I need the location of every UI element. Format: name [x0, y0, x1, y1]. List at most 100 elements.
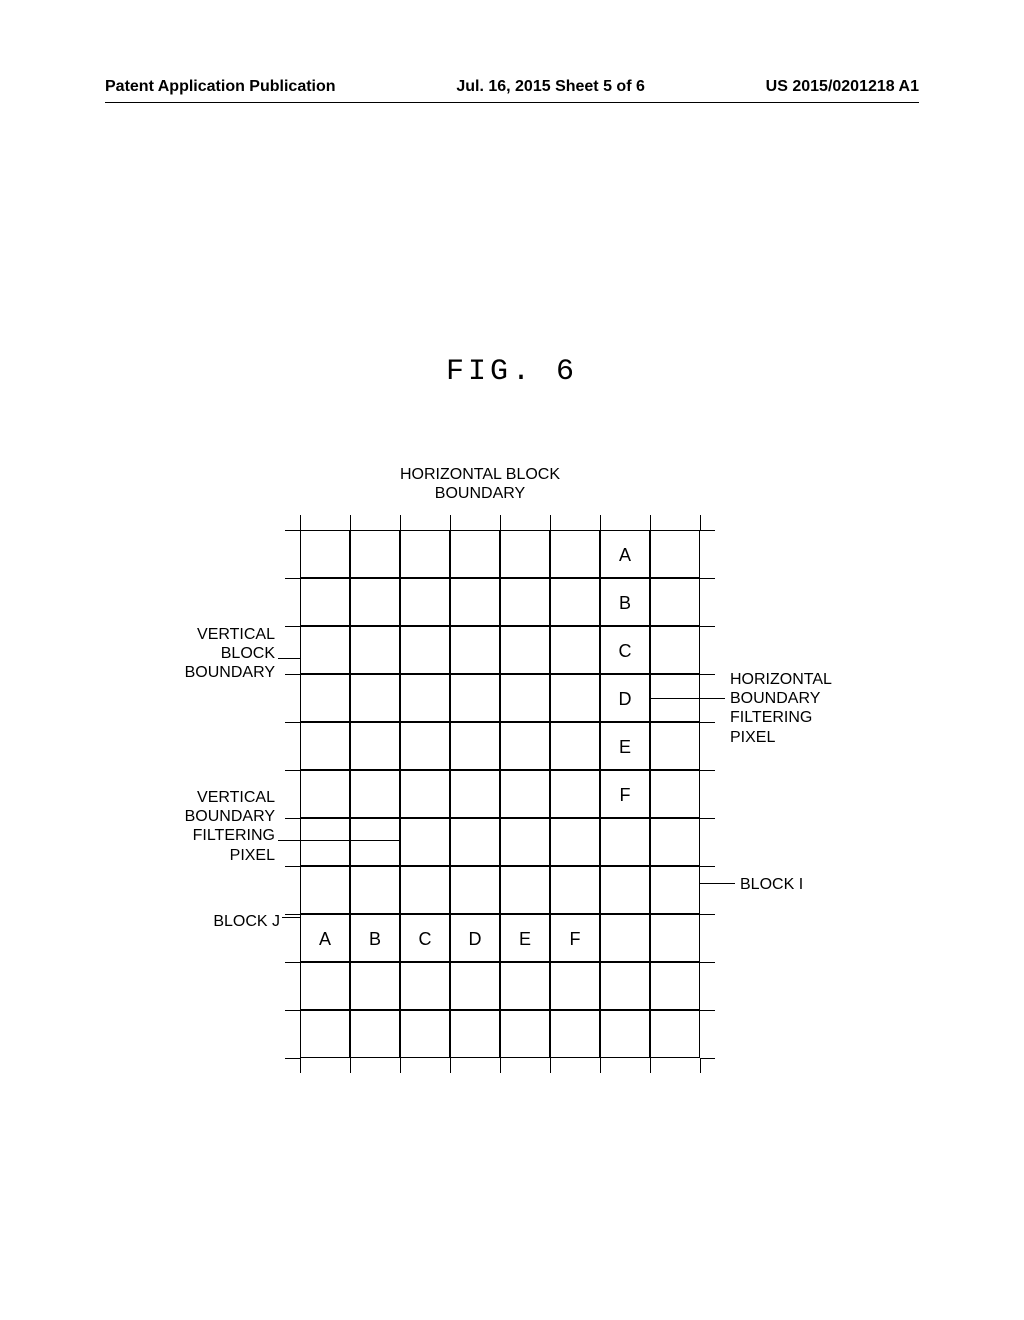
grid-cell: [650, 866, 700, 914]
grid-cell: [550, 722, 600, 770]
grid-cell: [550, 578, 600, 626]
grid-cell: [450, 1010, 500, 1058]
label-vertical-boundary-filtering-pixel: VERTICAL BOUNDARY FILTERING PIXEL: [125, 788, 275, 865]
grid-cell: [300, 626, 350, 674]
grid-cell: [300, 530, 350, 578]
grid-cell: [550, 962, 600, 1010]
grid-tick-top: [350, 515, 351, 530]
grid-cell: [400, 1010, 450, 1058]
grid-cell: [650, 530, 700, 578]
grid-tick-left: [285, 962, 300, 963]
grid-cell: B: [600, 578, 650, 626]
grid-tick-bottom: [600, 1058, 601, 1073]
grid-cell: [500, 962, 550, 1010]
figure-diagram: HORIZONTAL BLOCK BOUNDARY ABCDEFABCDEF V…: [140, 480, 900, 1040]
grid-cell: [450, 962, 500, 1010]
grid-cell: [500, 530, 550, 578]
grid-cell: [500, 1010, 550, 1058]
grid-cell: [650, 578, 700, 626]
grid-cell: [650, 914, 700, 962]
grid-cell: [500, 818, 550, 866]
grid-cell: [650, 626, 700, 674]
grid-cell: [600, 1010, 650, 1058]
grid-cell: [450, 818, 500, 866]
grid-tick-left: [285, 818, 300, 819]
grid-cell: [550, 770, 600, 818]
grid-cell: [450, 770, 500, 818]
grid-cell: [550, 818, 600, 866]
grid-cell: [650, 770, 700, 818]
grid-cell: [550, 674, 600, 722]
grid-cell: [400, 626, 450, 674]
grid-cell: [650, 962, 700, 1010]
grid-tick-right: [700, 770, 715, 771]
grid-cell: [400, 674, 450, 722]
grid-tick-right: [700, 578, 715, 579]
grid-tick-top: [450, 515, 451, 530]
grid-cell: [350, 578, 400, 626]
grid-cell: [350, 1010, 400, 1058]
grid-cell: [300, 818, 350, 866]
leader-block-j: [282, 917, 300, 918]
grid-cell: [600, 914, 650, 962]
grid-cell: E: [600, 722, 650, 770]
grid-cell: [400, 962, 450, 1010]
header-center: Jul. 16, 2015 Sheet 5 of 6: [456, 78, 645, 96]
grid-cell: D: [600, 674, 650, 722]
grid-tick-left: [285, 1058, 300, 1059]
page-header: Patent Application Publication Jul. 16, …: [0, 78, 1024, 96]
grid-cell: [350, 674, 400, 722]
leader-vfilter: [278, 840, 400, 841]
grid-tick-bottom: [300, 1058, 301, 1073]
grid-cell: [450, 578, 500, 626]
label-block-i: BLOCK I: [740, 875, 860, 894]
grid-cell: B: [350, 914, 400, 962]
grid-cell: [300, 866, 350, 914]
grid-tick-left: [285, 578, 300, 579]
leader-vblock: [278, 658, 300, 659]
label-block-j: BLOCK J: [170, 912, 280, 931]
grid-cell: [650, 818, 700, 866]
grid-tick-left: [285, 1010, 300, 1011]
grid-cell: [400, 818, 450, 866]
label-horizontal-boundary-filtering-pixel: HORIZONTAL BOUNDARY FILTERING PIXEL: [730, 670, 890, 747]
grid-cell: [350, 530, 400, 578]
grid-cell: [450, 626, 500, 674]
grid-tick-top: [600, 515, 601, 530]
header-rule: [105, 102, 919, 103]
grid-tick-right: [700, 674, 715, 675]
grid-tick-right: [700, 1058, 715, 1059]
grid-cell: [600, 866, 650, 914]
grid-cell: [400, 722, 450, 770]
grid-cell: F: [550, 914, 600, 962]
grid-cell: [550, 1010, 600, 1058]
grid-cell: [350, 866, 400, 914]
grid-cell: [350, 818, 400, 866]
grid-cell: [300, 674, 350, 722]
grid-cell: [450, 674, 500, 722]
grid-cell: [400, 866, 450, 914]
grid-tick-top: [550, 515, 551, 530]
grid-cell: [300, 578, 350, 626]
grid-tick-bottom: [550, 1058, 551, 1073]
grid-tick-left: [285, 674, 300, 675]
header-right: US 2015/0201218 A1: [766, 78, 919, 96]
grid-tick-bottom: [350, 1058, 351, 1073]
grid-tick-right: [700, 722, 715, 723]
grid-cell: [500, 626, 550, 674]
grid-cell: A: [600, 530, 650, 578]
grid-cell: [400, 530, 450, 578]
label-vertical-block-boundary: VERTICAL BLOCK BOUNDARY: [135, 625, 275, 683]
grid-cell: [350, 626, 400, 674]
grid-cell: F: [600, 770, 650, 818]
grid-cell: [500, 722, 550, 770]
grid-tick-bottom: [500, 1058, 501, 1073]
grid-cell: [450, 866, 500, 914]
grid-cell: [550, 866, 600, 914]
grid-cell: [400, 770, 450, 818]
grid-cell: [300, 1010, 350, 1058]
grid-tick-right: [700, 818, 715, 819]
grid-tick-right: [700, 626, 715, 627]
grid-tick-left: [285, 722, 300, 723]
grid-tick-left: [285, 530, 300, 531]
